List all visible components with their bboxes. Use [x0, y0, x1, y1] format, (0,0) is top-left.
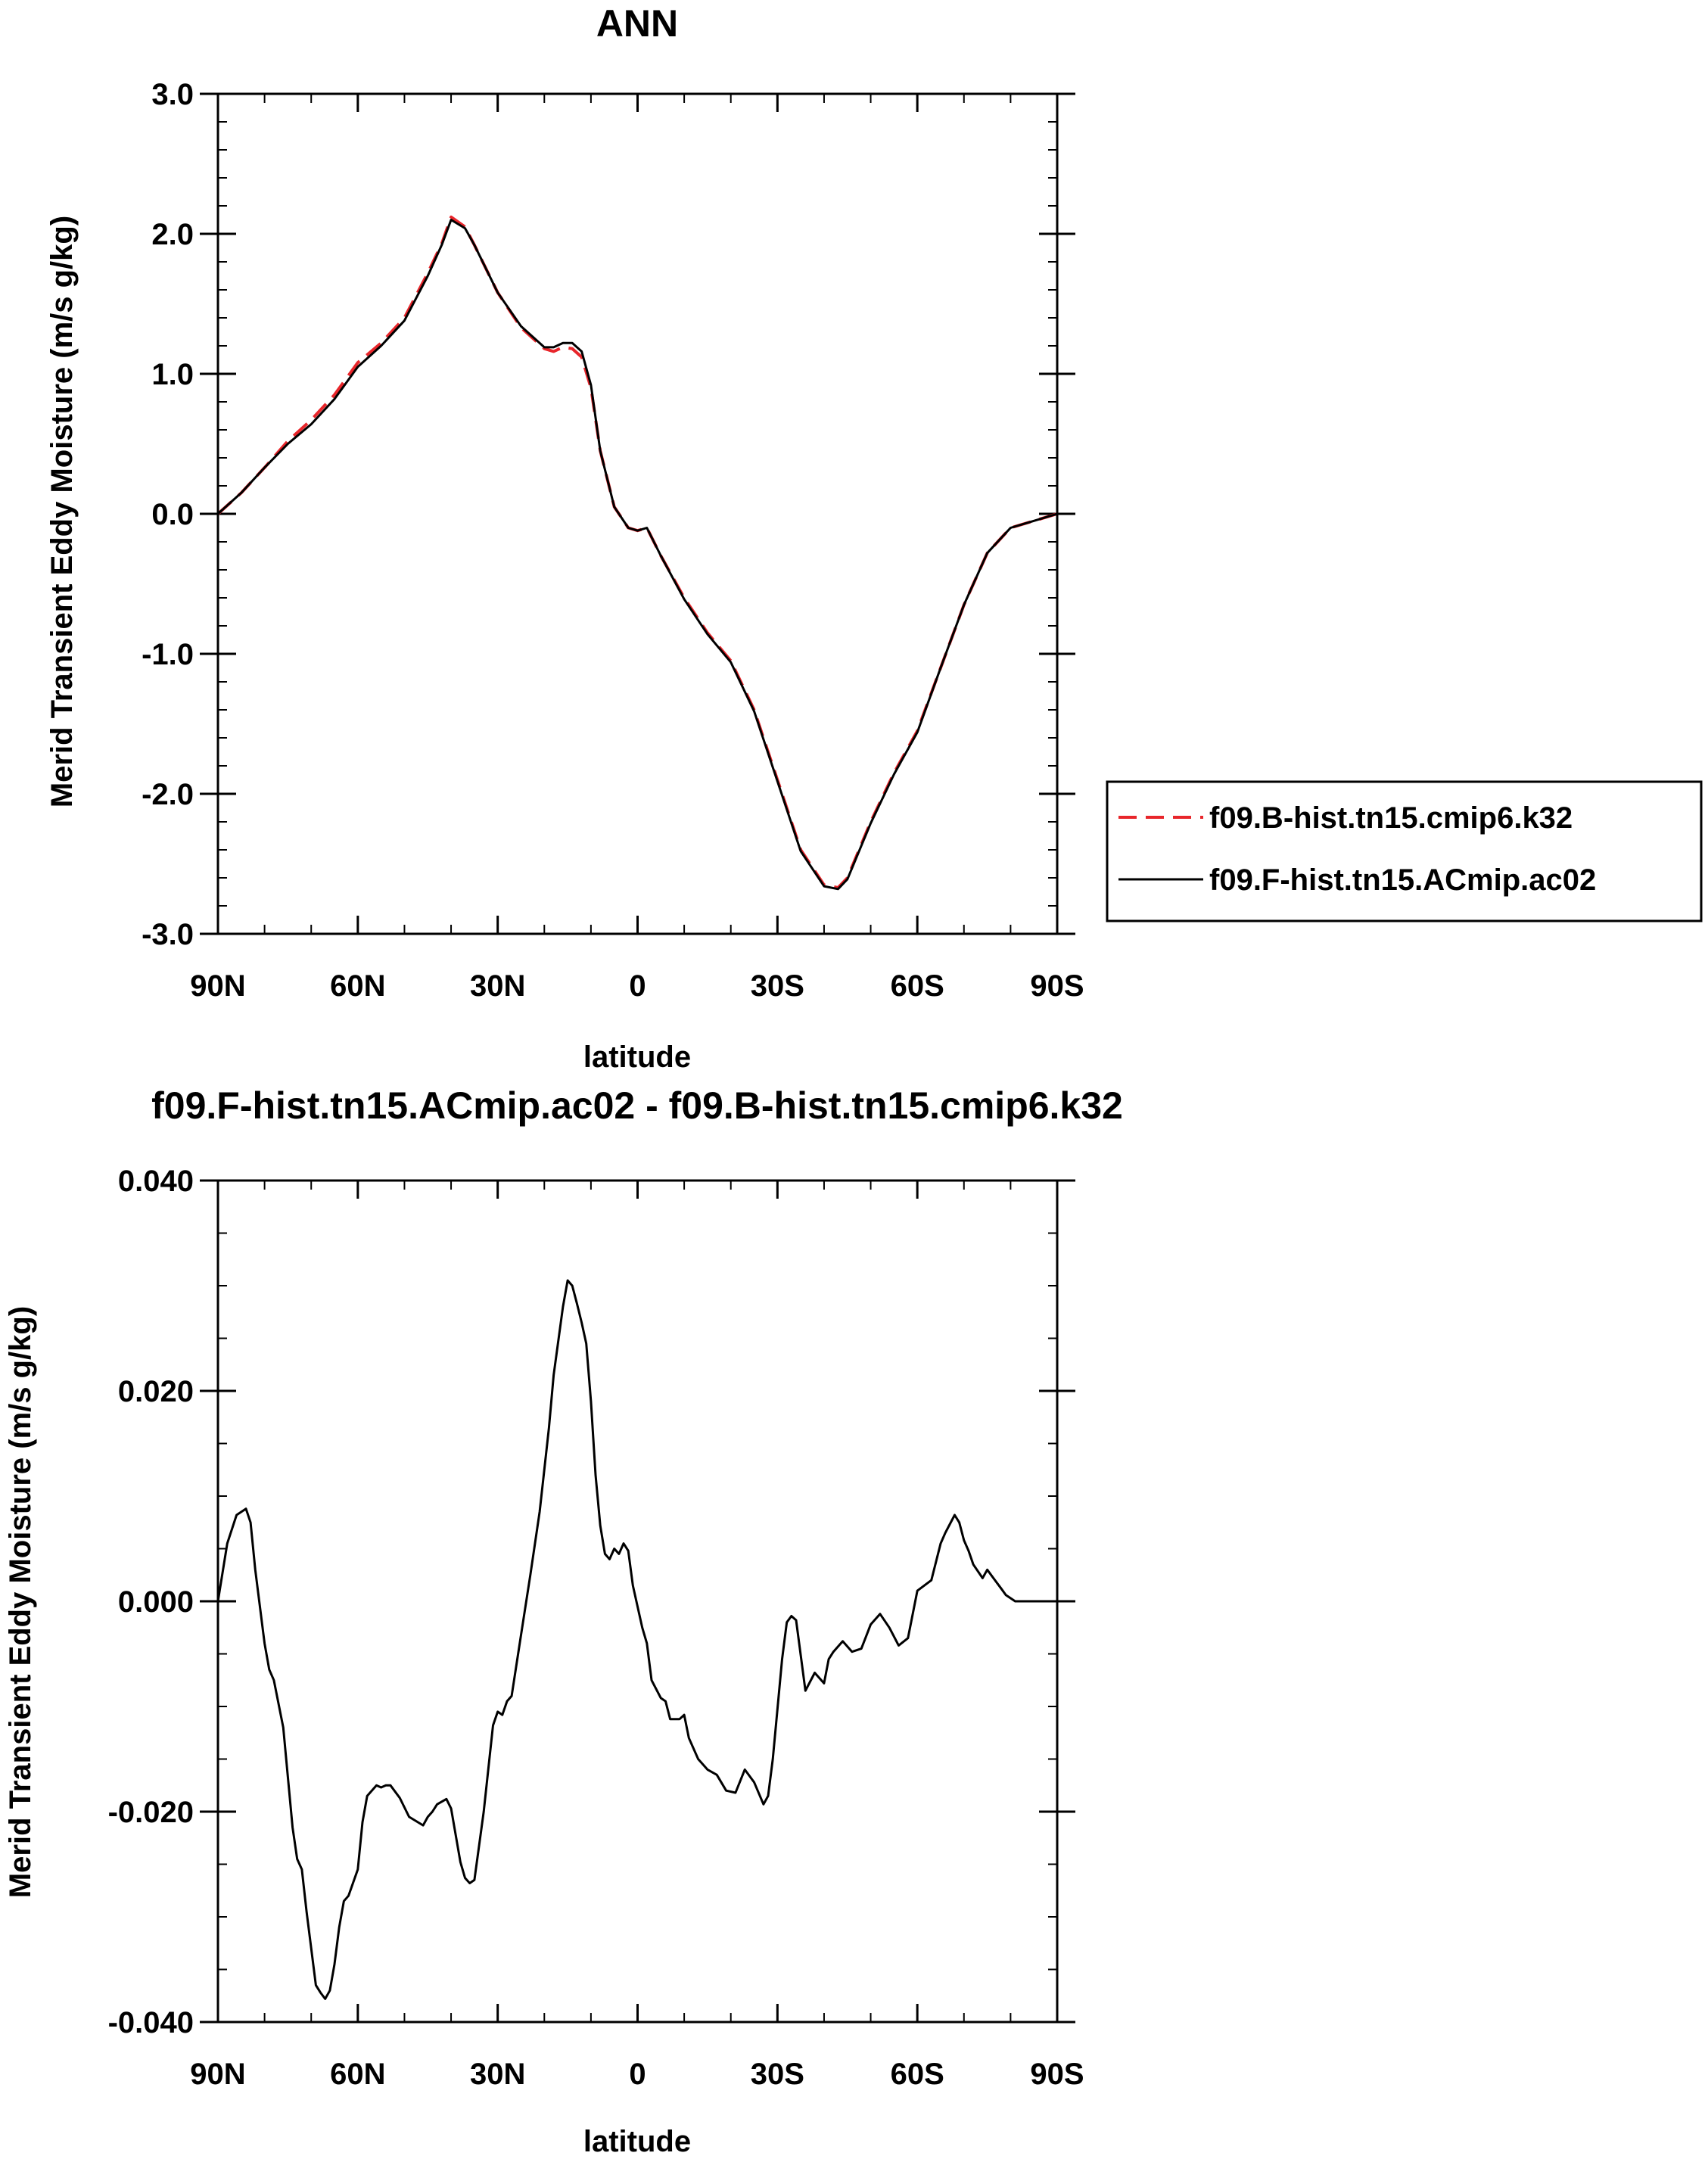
series-line-1 [216, 1279, 1057, 2000]
legend-box [1106, 780, 1703, 922]
legend: f09.B-hist.tn15.cmip6.k32 f09.F-hist.tn1… [1106, 780, 1703, 922]
x-tick-label: 60N [330, 969, 385, 1003]
x-tick-label: 60N [330, 2058, 385, 2091]
x-tick-label: 30S [751, 2058, 804, 2091]
x-tick-label: 0 [629, 2058, 646, 2091]
y-tick-label: 0.0 [151, 498, 194, 531]
top-plot-frame [216, 92, 1059, 935]
x-tick-label: 90N [190, 2058, 245, 2091]
y-tick-label: -1.0 [142, 638, 194, 671]
legend-label-cmip6: f09.B-hist.tn15.cmip6.k32 [1209, 801, 1573, 835]
top-chart-title: ANN [596, 2, 678, 45]
y-tick-label: 0.000 [118, 1585, 194, 1619]
y-tick-label: 0.040 [118, 1165, 194, 1198]
bottom-series [216, 1279, 1057, 2000]
x-tick-label: 90S [1030, 969, 1084, 1003]
y-tick-label: -0.020 [108, 1796, 194, 1829]
bottom-x-axis-label: latitude [583, 2125, 691, 2158]
bottom-y-axis-label: Merid Transient Eddy Moisture (m/s g/kg) [4, 1306, 37, 1898]
x-tick-label: 90S [1030, 2058, 1084, 2091]
x-tick-label: 30N [470, 969, 525, 1003]
series-line-2 [216, 219, 1058, 891]
y-tick-label: 3.0 [151, 78, 194, 111]
top-x-tick-labels: 90N 60N 30N 0 30S 60S 90S [190, 969, 1084, 1003]
bottom-y-tick-labels: 0.040 0.020 0.000 -0.020 -0.040 [108, 1165, 194, 2039]
x-tick-label: 90N [190, 969, 245, 1003]
bottom-chart-title: f09.F-hist.tn15.ACmip.ac02 - f09.B-hist.… [151, 1084, 1123, 1127]
bottom-plot-frame [216, 1179, 1059, 2024]
y-tick-label: 2.0 [151, 218, 194, 251]
top-y-axis-label: Merid Transient Eddy Moisture (m/s g/kg) [45, 216, 79, 807]
y-tick-label: 1.0 [151, 358, 194, 391]
bottom-x-tick-labels: 90N 60N 30N 0 30S 60S 90S [190, 2058, 1084, 2091]
y-tick-label: -3.0 [142, 918, 194, 951]
bottom-panel: f09.F-hist.tn15.ACmip.ac02 - f09.B-hist.… [4, 1084, 1123, 2158]
legend-label-acmip: f09.F-hist.tn15.ACmip.ac02 [1209, 863, 1596, 897]
top-series [216, 215, 1058, 891]
top-x-axis-label: latitude [583, 1041, 691, 1074]
x-tick-label: 60S [891, 969, 944, 1003]
x-tick-label: 60S [891, 2058, 944, 2091]
top-y-tick-labels: 3.0 2.0 1.0 0.0 -1.0 -2.0 -3.0 [142, 78, 194, 951]
x-tick-label: 30S [751, 969, 804, 1003]
y-tick-label: -2.0 [142, 778, 194, 811]
x-tick-label: 30N [470, 2058, 525, 2091]
y-tick-label: 0.020 [118, 1375, 194, 1408]
top-panel: ANN Merid Transient Eddy Moisture (m/s g… [45, 2, 1703, 1074]
x-tick-label: 0 [629, 969, 646, 1003]
y-tick-label: -0.040 [108, 2006, 194, 2039]
